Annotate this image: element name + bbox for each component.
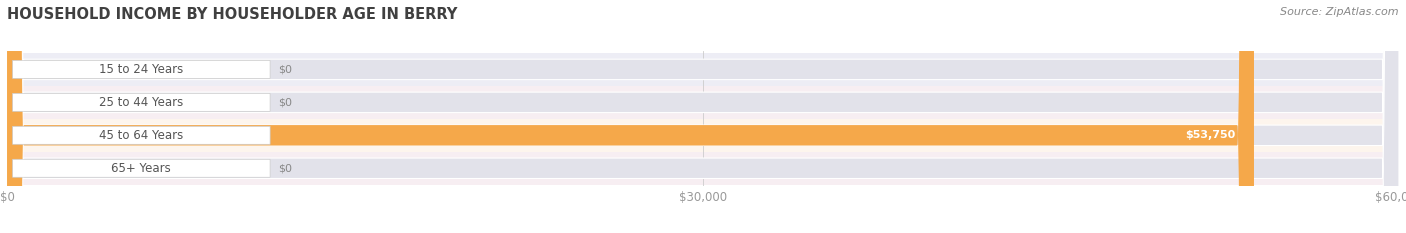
FancyBboxPatch shape — [13, 60, 270, 78]
FancyBboxPatch shape — [13, 159, 270, 177]
Text: 15 to 24 Years: 15 to 24 Years — [100, 63, 183, 76]
FancyBboxPatch shape — [7, 152, 1399, 185]
Text: $0: $0 — [278, 163, 292, 173]
FancyBboxPatch shape — [7, 0, 1399, 233]
FancyBboxPatch shape — [7, 86, 1399, 119]
Text: $53,750: $53,750 — [1185, 130, 1236, 140]
Text: 45 to 64 Years: 45 to 64 Years — [100, 129, 183, 142]
FancyBboxPatch shape — [7, 0, 1254, 233]
Text: Source: ZipAtlas.com: Source: ZipAtlas.com — [1281, 7, 1399, 17]
Text: HOUSEHOLD INCOME BY HOUSEHOLDER AGE IN BERRY: HOUSEHOLD INCOME BY HOUSEHOLDER AGE IN B… — [7, 7, 457, 22]
FancyBboxPatch shape — [13, 126, 270, 144]
Text: $0: $0 — [278, 97, 292, 107]
FancyBboxPatch shape — [13, 93, 270, 111]
FancyBboxPatch shape — [7, 0, 1399, 233]
FancyBboxPatch shape — [7, 119, 1399, 152]
Text: 25 to 44 Years: 25 to 44 Years — [100, 96, 183, 109]
Text: 65+ Years: 65+ Years — [111, 162, 172, 175]
FancyBboxPatch shape — [7, 0, 1399, 233]
FancyBboxPatch shape — [7, 53, 1399, 86]
FancyBboxPatch shape — [7, 0, 1399, 233]
Text: $0: $0 — [278, 64, 292, 74]
